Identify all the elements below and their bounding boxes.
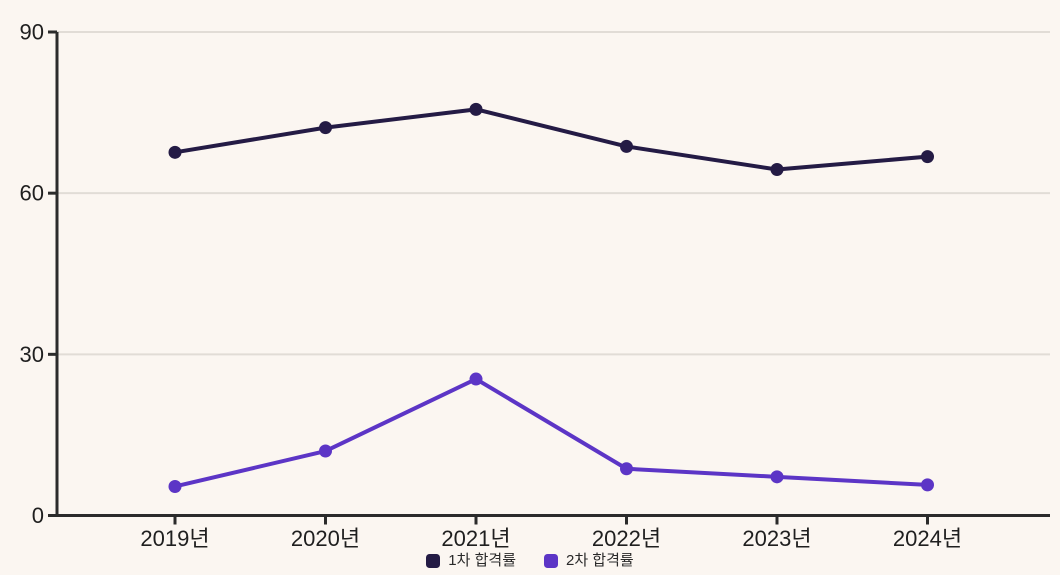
data-point[interactable] (469, 102, 483, 116)
series-line (173, 377, 930, 489)
x-tick-label: 2021년 (441, 526, 510, 551)
x-tick-label: 2023년 (742, 526, 811, 551)
data-point[interactable] (168, 479, 182, 493)
x-tick-label: 2019년 (140, 526, 209, 551)
y-tick-label: 0 (32, 503, 44, 528)
x-tick-label: 2024년 (893, 526, 962, 551)
chart-legend: 1차 합격률 2차 합격률 (0, 553, 1060, 568)
data-point[interactable] (921, 478, 934, 492)
legend-item-first-pass-rate[interactable]: 1차 합격률 (426, 553, 516, 568)
data-point[interactable] (770, 163, 784, 177)
y-tick-label: 60 (20, 181, 44, 206)
legend-swatch-first (426, 553, 441, 568)
legend-label-second: 2차 합격률 (566, 552, 634, 569)
legend-item-second-pass-rate[interactable]: 2차 합격률 (544, 553, 634, 568)
data-point[interactable] (319, 121, 332, 135)
data-point[interactable] (620, 462, 633, 476)
legend-swatch-second (544, 553, 558, 568)
data-point[interactable] (921, 150, 934, 164)
data-point[interactable] (168, 145, 182, 159)
x-tick-label: 2020년 (291, 526, 360, 551)
y-tick-label: 90 (20, 20, 44, 45)
data-point[interactable] (770, 470, 784, 484)
data-point[interactable] (469, 372, 483, 386)
series-line (173, 107, 930, 172)
x-tick-label: 2022년 (592, 526, 661, 551)
y-tick-label: 30 (20, 342, 44, 367)
legend-label-first: 1차 합격률 (448, 552, 516, 569)
data-point[interactable] (620, 139, 633, 153)
data-point[interactable] (319, 444, 332, 458)
